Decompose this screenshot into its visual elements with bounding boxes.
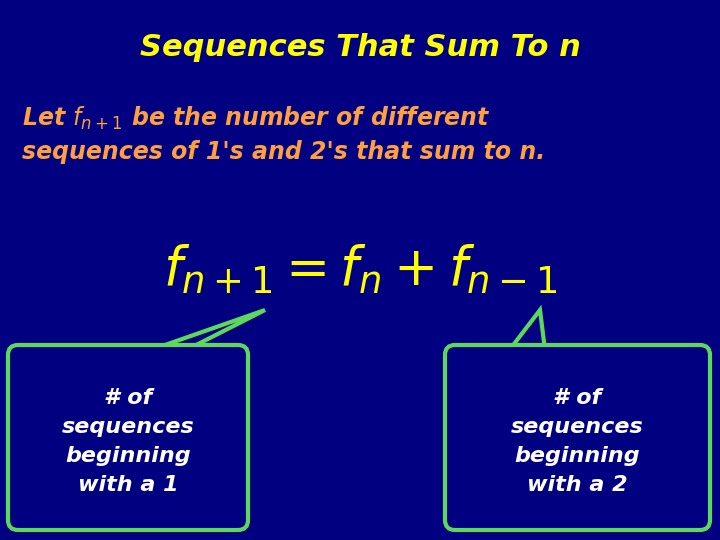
Text: $\mathit{f}_{n+1} = \mathit{f}_n + \mathit{f}_{n-1}$: $\mathit{f}_{n+1} = \mathit{f}_n + \math…: [163, 244, 557, 296]
Text: Sequences That Sum To n: Sequences That Sum To n: [140, 33, 580, 63]
FancyBboxPatch shape: [8, 345, 248, 530]
Text: sequences of 1's and 2's that sum to n.: sequences of 1's and 2's that sum to n.: [22, 140, 545, 164]
Text: Let $\mathit{f}_{n+1}$ be the number of different: Let $\mathit{f}_{n+1}$ be the number of …: [22, 104, 490, 132]
Text: # of
sequences
beginning
with a 2: # of sequences beginning with a 2: [511, 388, 644, 495]
Polygon shape: [505, 310, 546, 355]
Text: # of
sequences
beginning
with a 1: # of sequences beginning with a 1: [62, 388, 194, 495]
FancyBboxPatch shape: [445, 345, 710, 530]
Polygon shape: [136, 310, 265, 355]
